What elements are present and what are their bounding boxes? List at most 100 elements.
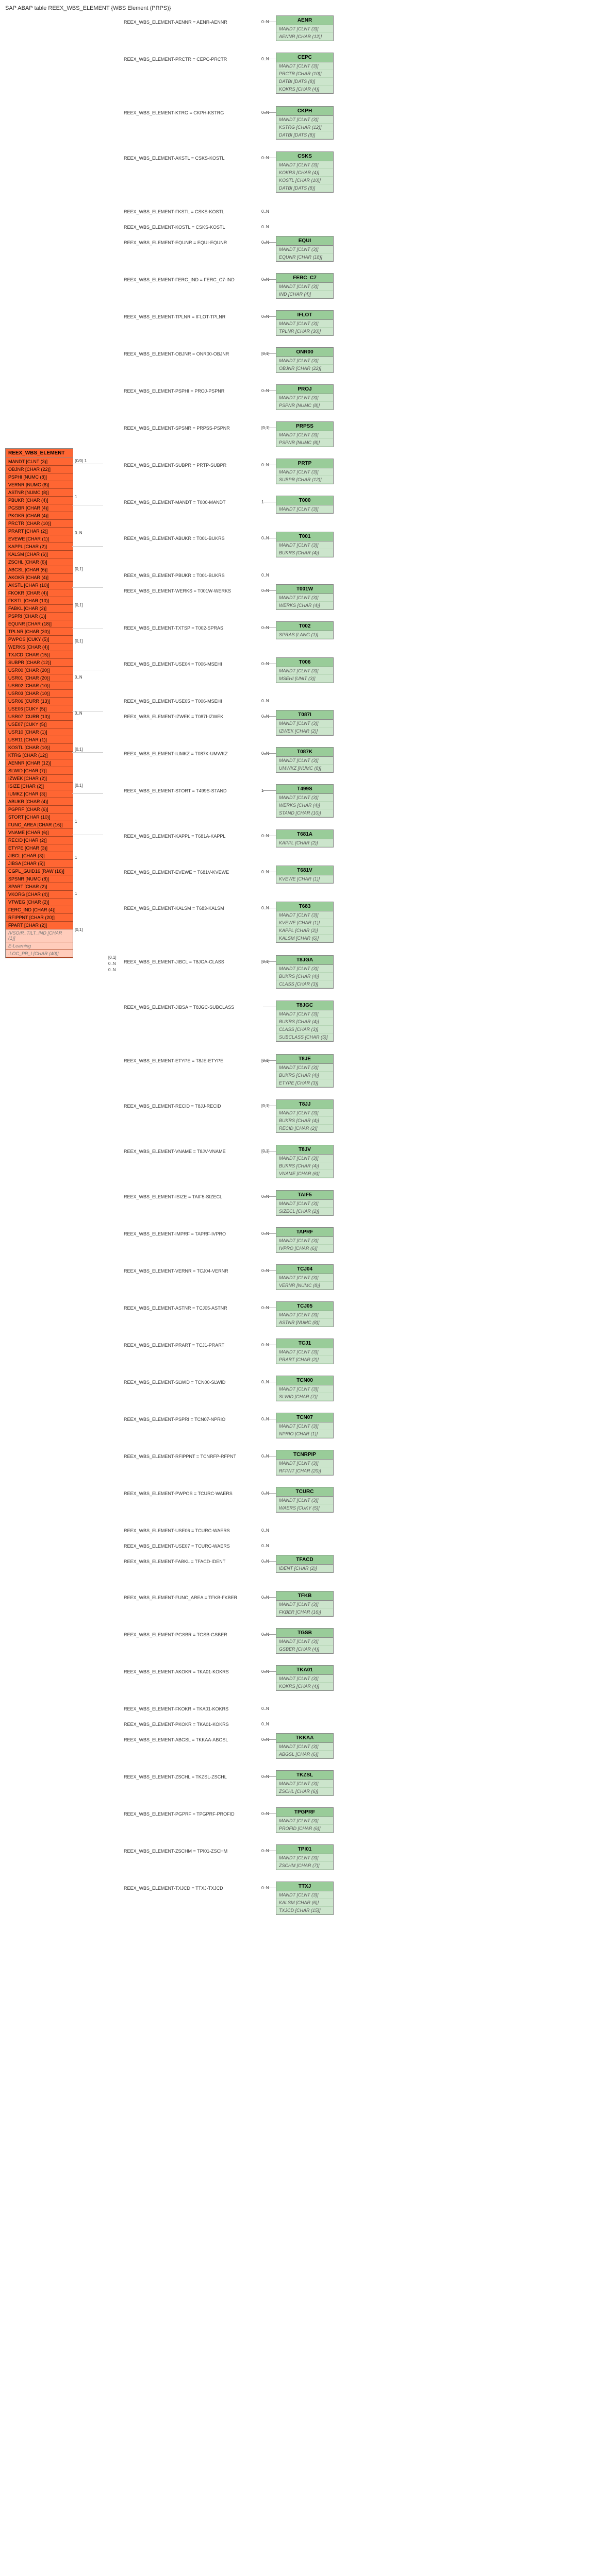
target-table: TAIF5MANDT [CLNT (3)]SIZECL [CHAR (2)] bbox=[276, 1190, 334, 1216]
target-row: MANDT [CLNT (3)] bbox=[276, 594, 333, 602]
cardinality-label: 0..N bbox=[261, 1544, 269, 1548]
main-side-cardinality: 0..N bbox=[75, 675, 82, 680]
target-row: MANDT [CLNT (3)] bbox=[276, 116, 333, 124]
relationship-label: REEX_WBS_ELEMENT-USE07 = TCURC-WAERS bbox=[124, 1544, 230, 1549]
target-row: IVPRO [CHAR (6)] bbox=[276, 1245, 333, 1252]
main-field-row: PRCTR [CHAR (10)] bbox=[6, 520, 73, 528]
target-header: TTXJ bbox=[276, 1882, 333, 1891]
cardinality-label: 0..N bbox=[261, 209, 269, 214]
target-header: TKKAA bbox=[276, 1734, 333, 1743]
main-field-row: KALSM [CHAR (6)] bbox=[6, 551, 73, 558]
target-row: KVEWE [CHAR (1)] bbox=[276, 919, 333, 927]
target-table: EQUIMANDT [CLNT (3)]EQUNR [CHAR (18)] bbox=[276, 236, 334, 262]
connector-line bbox=[263, 1776, 276, 1777]
target-header: T006 bbox=[276, 658, 333, 667]
main-field-row: VNAME [CHAR (6)] bbox=[6, 829, 73, 837]
target-row: BUKRS [CHAR (4)] bbox=[276, 973, 333, 980]
cardinality-label: 0..N bbox=[261, 225, 269, 229]
target-row: RECID [CHAR (2)] bbox=[276, 1125, 333, 1132]
relationship-label: REEX_WBS_ELEMENT-IUMKZ = T087K-UMWKZ bbox=[124, 751, 228, 756]
main-field-row: USR11 [CHAR (1)] bbox=[6, 736, 73, 744]
target-table: IFLOTMANDT [CLNT (3)]TPLNR [CHAR (30)] bbox=[276, 310, 334, 336]
main-field-row: WERKS [CHAR (4)] bbox=[6, 643, 73, 651]
target-header: T087K bbox=[276, 748, 333, 757]
main-field-row: AENNR [CHAR (12)] bbox=[6, 759, 73, 767]
relationship-label: REEX_WBS_ELEMENT-STORT = T499S-STAND bbox=[124, 788, 226, 793]
target-table: T001MANDT [CLNT (3)]BUKRS [CHAR (4)] bbox=[276, 532, 334, 557]
target-header: TGSB bbox=[276, 1629, 333, 1638]
main-field-row: PSPHI [NUMC (8)] bbox=[6, 473, 73, 481]
connector-line bbox=[263, 1233, 276, 1234]
target-row: MANDT [CLNT (3)] bbox=[276, 1010, 333, 1018]
main-field-row: ABGSL [CHAR (6)] bbox=[6, 566, 73, 574]
target-header: TFACD bbox=[276, 1555, 333, 1565]
target-header: CEPC bbox=[276, 53, 333, 62]
target-row: NPRIO [CHAR (1)] bbox=[276, 1430, 333, 1438]
target-header: TCNRPIP bbox=[276, 1450, 333, 1460]
target-table: T499SMANDT [CLNT (3)]WERKS [CHAR (4)]STA… bbox=[276, 784, 334, 818]
target-row: MANDT [CLNT (3)] bbox=[276, 161, 333, 169]
relationship-label: REEX_WBS_ELEMENT-RFIPPNT = TCNRFP-RFPNT bbox=[124, 1454, 236, 1459]
cardinality-label: 0..N bbox=[261, 573, 269, 578]
target-table: TTXJMANDT [CLNT (3)]KALSM [CHAR (6)]TXJC… bbox=[276, 1882, 334, 1915]
target-row: MANDT [CLNT (3)] bbox=[276, 357, 333, 365]
main-field-row: ETYPE [CHAR (3)] bbox=[6, 844, 73, 852]
connector-stub bbox=[72, 587, 103, 588]
target-header: CSKS bbox=[276, 152, 333, 161]
main-side-cardinality: 1 bbox=[75, 819, 77, 824]
target-row: MANDT [CLNT (3)] bbox=[276, 1497, 333, 1504]
target-row: BUKRS [CHAR (4)] bbox=[276, 1018, 333, 1026]
target-table: TCN00MANDT [CLNT (3)]SLWID [CHAR (7)] bbox=[276, 1376, 334, 1401]
target-table: PROJMANDT [CLNT (3)]PSPNR [NUMC (8)] bbox=[276, 384, 334, 410]
main-field-row: SLWID [CHAR (7)] bbox=[6, 767, 73, 775]
target-header: TKZSL bbox=[276, 1771, 333, 1780]
target-header: T681V bbox=[276, 866, 333, 875]
target-row: MANDT [CLNT (3)] bbox=[276, 25, 333, 33]
target-header: T000 bbox=[276, 496, 333, 505]
side-cardinality: 0..N bbox=[108, 968, 116, 972]
cardinality-label: 0..N bbox=[261, 699, 269, 703]
target-row: MANDT [CLNT (3)] bbox=[276, 1109, 333, 1117]
target-table: CSKSMANDT [CLNT (3)]KOKRS [CHAR (4)]KOST… bbox=[276, 151, 334, 193]
target-row: MANDT [CLNT (3)] bbox=[276, 431, 333, 439]
target-row: EQUNR [CHAR (18)] bbox=[276, 253, 333, 261]
main-field-row: USR02 [CHAR (10)] bbox=[6, 682, 73, 690]
main-side-cardinality: 0..N bbox=[75, 531, 82, 535]
main-field-row: RFIPPNT [CHAR (20)] bbox=[6, 914, 73, 922]
relationship-label: REEX_WBS_ELEMENT-SPSNR = PRPSS-PSPNR bbox=[124, 426, 230, 431]
connector-line bbox=[263, 1060, 276, 1061]
target-row: KSTRG [CHAR (12)] bbox=[276, 124, 333, 131]
main-field-row: VKORG [CHAR (4)] bbox=[6, 891, 73, 899]
main-field-row: FKSTL [CHAR (10)] bbox=[6, 597, 73, 605]
target-row: PRART [CHAR (2)] bbox=[276, 1356, 333, 1364]
main-field-row: FABKL [CHAR (2)] bbox=[6, 605, 73, 613]
target-row: SIZECL [CHAR (2)] bbox=[276, 1208, 333, 1215]
main-field-row-muted: E-Learning bbox=[6, 942, 73, 950]
main-field-row: SPART [CHAR (2)] bbox=[6, 883, 73, 891]
target-row: MANDT [CLNT (3)] bbox=[276, 1422, 333, 1430]
main-field-row: OBJNR [CHAR (22)] bbox=[6, 466, 73, 473]
target-header: TPGPRF bbox=[276, 1808, 333, 1817]
target-row: MANDT [CLNT (3)] bbox=[276, 320, 333, 328]
target-row: MANDT [CLNT (3)] bbox=[276, 1460, 333, 1467]
target-table: ONR00MANDT [CLNT (3)]OBJNR [CHAR (22)] bbox=[276, 347, 334, 373]
main-field-row: SUBPR [CHAR (12)] bbox=[6, 659, 73, 667]
main-field-row: PSPRI [CHAR (1)] bbox=[6, 613, 73, 620]
main-field-row: RECID [CHAR (2)] bbox=[6, 837, 73, 844]
main-field-row: VTWEG [CHAR (2)] bbox=[6, 899, 73, 906]
target-table: T681AKAPPL [CHAR (2)] bbox=[276, 829, 334, 848]
relationship-label: REEX_WBS_ELEMENT-EVEWE = T681V-KVEWE bbox=[124, 870, 229, 875]
main-side-cardinality: 0..N bbox=[75, 711, 82, 716]
target-row: RFPNT [CHAR (20)] bbox=[276, 1467, 333, 1475]
target-table: T8JVMANDT [CLNT (3)]BUKRS [CHAR (4)]VNAM… bbox=[276, 1145, 334, 1178]
target-row: KVEWE [CHAR (1)] bbox=[276, 875, 333, 883]
target-header: T8JGC bbox=[276, 1001, 333, 1010]
relationship-label: REEX_WBS_ELEMENT-MANDT = T000-MANDT bbox=[124, 500, 225, 505]
target-row: ETYPE [CHAR (3)] bbox=[276, 1079, 333, 1087]
relationship-label: REEX_WBS_ELEMENT-FERC_IND = FERC_C7-IND bbox=[124, 277, 235, 282]
target-row: MANDT [CLNT (3)] bbox=[276, 911, 333, 919]
relationship-label: REEX_WBS_ELEMENT-KTRG = CKPH-KSTRG bbox=[124, 110, 224, 115]
target-row: TXJCD [CHAR (15)] bbox=[276, 1907, 333, 1914]
main-field-row: AKOKR [CHAR (4)] bbox=[6, 574, 73, 582]
target-table: TPGPRFMANDT [CLNT (3)]PROFID [CHAR (6)] bbox=[276, 1807, 334, 1833]
